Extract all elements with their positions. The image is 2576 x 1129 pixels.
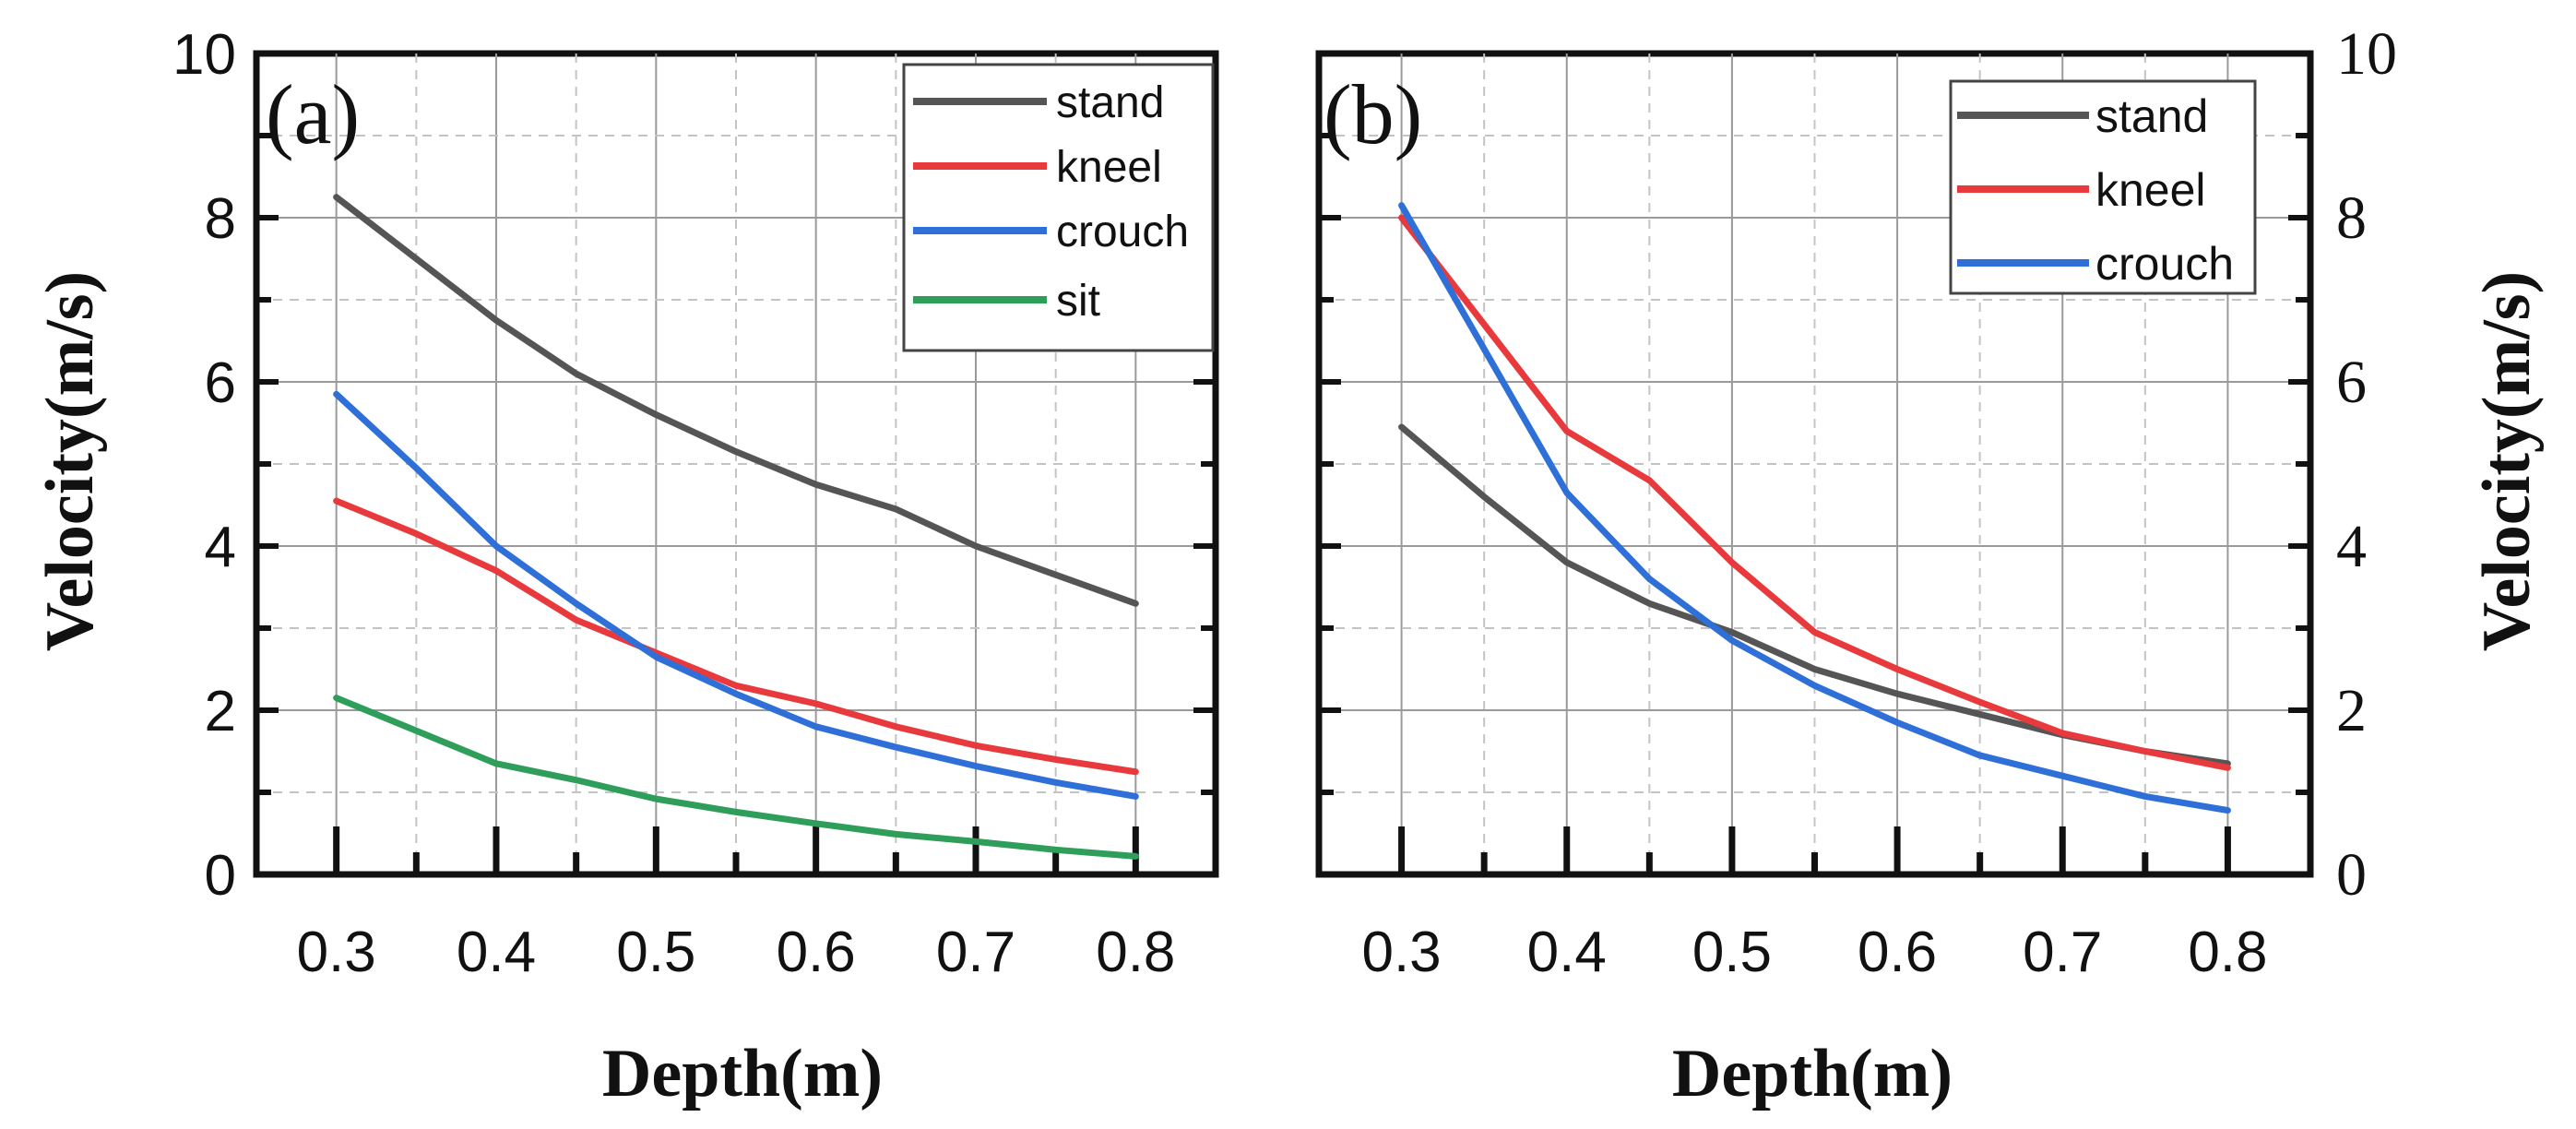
y-tick-label: 4 [2336,513,2367,580]
panel-b-series-lines [1398,202,2231,814]
panel-a-y-tick-labels: 0 2 4 6 8 10 [172,23,236,908]
y-tick-label: 2 [205,680,236,743]
y-tick-label: 8 [2336,184,2367,252]
legend-label-kneel-b: kneel [2095,164,2206,216]
y-tick-label: 8 [205,187,236,251]
panel-b-legend-entry-crouch: crouch [1957,238,2234,290]
panel-a-legend-entry-crouch: crouch [913,208,1189,256]
panel-a-x-axis-title: Depth(m) [602,1036,883,1111]
series-line-kneel [333,497,1139,776]
y-tick-label: 6 [2336,349,2367,416]
x-tick-label: 0.5 [1692,921,1772,984]
panel-a-legend-entry-kneel: kneel [913,143,1162,192]
legend-label-stand: stand [1056,78,1164,127]
panel-b-x-axis-title: Depth(m) [1672,1036,1953,1111]
legend-label-sit: sit [1056,277,1100,326]
panel-a-label: (a) [266,67,360,161]
series-line-crouch [333,390,1139,800]
legend-label-stand-b: stand [2095,90,2208,142]
panel-a-series-lines [333,194,1139,860]
panel-a-x-tick-labels: 0.3 0.4 0.5 0.6 0.7 0.8 [297,921,1176,984]
panel-b-legend-entry-kneel: kneel [1957,164,2206,216]
panel-b-x-tick-labels: 0.3 0.4 0.5 0.6 0.7 0.8 [1361,921,2267,984]
x-tick-label: 0.4 [457,921,536,984]
series-line-kneel [1398,214,2231,771]
panel-b-y-tick-labels: 0 2 4 6 8 10 [2336,20,2397,909]
y-tick-label: 10 [172,23,236,87]
x-tick-label: 0.3 [1361,921,1441,984]
x-tick-label: 0.8 [1096,921,1175,984]
panel-a-y-axis-title: Velocity(m/s) [32,271,108,651]
panel-b-legend: stand kneel crouch [1949,79,2257,295]
x-tick-label: 0.3 [297,921,376,984]
y-tick-label: 0 [2336,841,2367,909]
panel-b-label: (b) [1324,67,1422,161]
panel-b-ticks [1319,51,2310,877]
panel-a-legend: stand kneel crouch sit [902,63,1215,352]
panel-b-y-axis-title: Velocity(m/s) [2469,271,2545,651]
x-tick-label: 0.6 [1858,921,1937,984]
series-line-sit [333,695,1139,860]
y-tick-label: 10 [2336,20,2397,88]
x-tick-label: 0.8 [2188,921,2267,984]
x-tick-label: 0.7 [2023,921,2102,984]
series-line-crouch [1398,202,2231,814]
x-tick-label: 0.5 [616,921,695,984]
y-tick-label: 6 [205,351,236,415]
legend-label-crouch-b: crouch [2095,238,2234,290]
panel-a-legend-entry-sit: sit [913,277,1100,326]
y-tick-label: 4 [205,516,236,579]
y-tick-label: 0 [205,844,236,908]
x-tick-label: 0.6 [777,921,856,984]
x-tick-label: 0.7 [936,921,1015,984]
x-tick-label: 0.4 [1527,921,1607,984]
legend-label-kneel: kneel [1056,143,1162,192]
panel-a-legend-entry-stand: stand [913,78,1164,127]
series-line-stand [333,194,1139,607]
y-tick-label: 2 [2336,677,2367,744]
panel-b-legend-entry-stand: stand [1957,90,2208,142]
legend-label-crouch: crouch [1056,208,1189,256]
